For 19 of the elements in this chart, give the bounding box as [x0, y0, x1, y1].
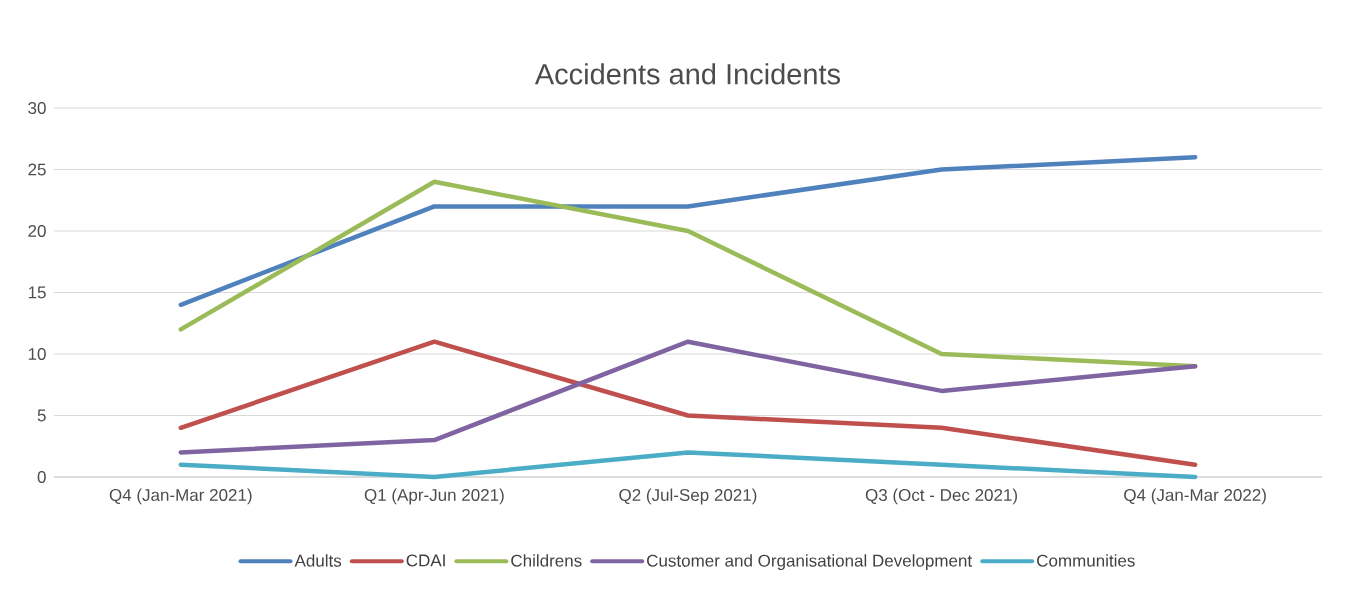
y-tick-label: 0 [37, 470, 46, 484]
legend-label: Communities [1037, 554, 1135, 567]
legend-label: Childrens [511, 554, 582, 567]
y-tick-label: 15 [28, 286, 46, 299]
chart-title: Accidents and Incidents [534, 63, 841, 85]
x-tick-label: Q4 (Jan-Mar 2022) [1124, 488, 1266, 505]
y-tick-label: 5 [37, 409, 46, 422]
line-series [178, 154, 1198, 308]
legend-label: Adults [294, 554, 342, 567]
y-tick-label: 25 [28, 163, 46, 176]
y-tick-label: 10 [28, 347, 46, 361]
x-tick-label: Q3 (Oct - Dec 2021) [865, 488, 1018, 505]
legend-label: Customer and Organisational Development [647, 554, 973, 571]
x-tick-label: Q4 (Jan-Mar 2021) [109, 488, 252, 505]
legend-label: CDAI [406, 554, 445, 567]
y-tick-label: 20 [28, 224, 46, 238]
x-tick-label: Q1 (Apr-Jun 2021) [364, 488, 504, 505]
y-tick-label: 30 [28, 101, 46, 115]
x-tick-label: Q2 (Jul-Sep 2021) [619, 488, 757, 505]
